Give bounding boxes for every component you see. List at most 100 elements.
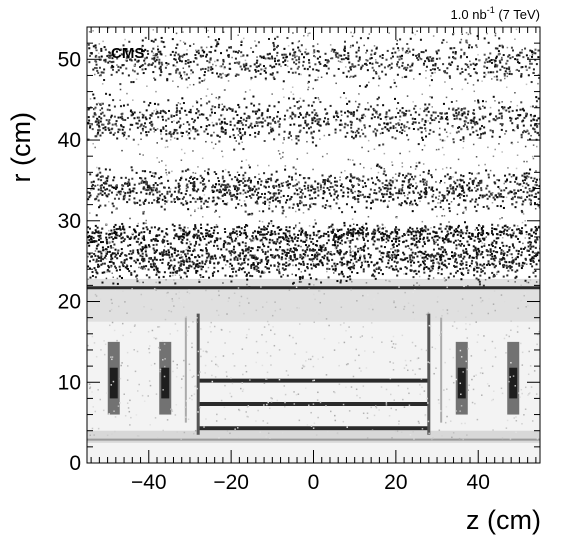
hit-speck xyxy=(176,114,178,116)
hit-speck xyxy=(363,246,365,248)
hit-speck xyxy=(202,276,204,278)
hit-speck xyxy=(265,257,267,259)
hit-speck xyxy=(429,129,431,131)
hit-speck xyxy=(379,113,381,115)
hit-speck xyxy=(120,177,122,179)
hit-speck xyxy=(528,254,530,256)
hit-speck xyxy=(526,231,528,233)
hit-speck xyxy=(371,261,373,263)
hit-speck xyxy=(440,180,442,182)
hit-speck xyxy=(264,228,266,230)
hit-speck xyxy=(344,41,346,43)
hit-speck xyxy=(176,138,178,140)
hit-speck xyxy=(495,251,497,253)
hit-speck xyxy=(506,226,508,228)
hit-speck xyxy=(251,127,253,129)
hit-speck xyxy=(534,115,536,117)
hit-speck xyxy=(410,173,412,175)
hit-speck xyxy=(237,203,239,205)
hit-speck xyxy=(288,176,290,178)
hit-speck xyxy=(293,166,295,168)
hit-speck xyxy=(208,255,210,257)
hit-speck xyxy=(371,177,373,179)
hit-speck xyxy=(396,245,398,247)
hit-speck xyxy=(247,68,249,70)
hit-speck xyxy=(491,224,493,226)
hit-speck xyxy=(375,133,377,135)
hit-speck xyxy=(372,67,374,69)
hit-speck xyxy=(315,97,317,99)
hit-speck xyxy=(278,126,280,128)
hit-speck xyxy=(487,250,489,252)
hit-speck xyxy=(333,51,335,53)
hit-speck xyxy=(418,162,420,164)
hit-speck xyxy=(260,180,262,182)
hit-speck xyxy=(218,183,220,185)
hit-speck xyxy=(282,212,284,214)
hit-speck xyxy=(285,54,287,56)
hit-speck xyxy=(527,57,529,59)
hit-speck xyxy=(236,226,238,228)
hit-speck xyxy=(151,187,153,189)
hit-speck xyxy=(200,224,202,226)
hit-speck xyxy=(114,266,116,268)
hit-speck xyxy=(508,111,510,113)
hit-speck xyxy=(305,251,307,253)
hit-speck xyxy=(241,227,243,229)
hit-speck xyxy=(113,226,115,228)
hit-speck xyxy=(339,252,341,254)
hit-speck xyxy=(245,205,247,207)
hit-speck xyxy=(343,54,345,56)
hit-speck xyxy=(92,259,94,261)
hit-speck xyxy=(431,114,433,116)
hit-speck xyxy=(460,56,462,58)
hit-speck xyxy=(385,174,387,176)
hit-speck xyxy=(450,241,452,243)
hit-speck xyxy=(465,207,467,209)
hit-speck xyxy=(488,191,490,193)
hit-speck xyxy=(336,196,338,198)
hit-speck xyxy=(179,72,181,74)
hit-speck xyxy=(260,234,262,236)
hit-speck xyxy=(267,124,269,126)
hit-speck xyxy=(214,255,216,257)
hit-speck xyxy=(133,117,135,119)
hit-speck xyxy=(511,269,513,271)
hit-speck xyxy=(220,191,222,193)
hit-speck xyxy=(295,274,297,276)
hit-speck xyxy=(452,51,454,53)
hit-speck xyxy=(156,259,158,261)
hit-speck xyxy=(481,246,483,248)
hit-speck xyxy=(402,129,404,131)
hit-speck xyxy=(91,241,93,243)
hit-speck xyxy=(188,132,190,134)
hit-speck xyxy=(516,59,518,61)
hit-speck xyxy=(288,207,290,209)
hit-speck xyxy=(153,199,155,201)
hit-speck xyxy=(472,183,474,185)
hit-speck xyxy=(257,263,259,265)
hit-speck xyxy=(237,122,239,124)
hit-speck xyxy=(275,185,277,187)
hit-speck xyxy=(490,129,492,131)
hit-speck xyxy=(174,54,176,56)
hit-speck xyxy=(329,186,331,188)
hit-speck xyxy=(458,131,460,133)
hit-speck xyxy=(402,107,404,109)
hit-speck xyxy=(348,267,350,269)
hit-speck xyxy=(112,99,114,101)
hit-speck xyxy=(158,234,160,236)
hit-speck xyxy=(263,226,265,228)
hit-speck xyxy=(242,55,244,57)
hit-speck xyxy=(127,117,129,119)
hit-speck xyxy=(459,41,461,43)
hit-speck xyxy=(276,249,278,251)
hit-speck xyxy=(88,196,90,198)
hit-speck xyxy=(466,195,468,197)
hit-speck xyxy=(322,181,324,183)
hit-speck xyxy=(224,121,226,123)
hit-speck xyxy=(163,41,165,43)
hit-speck xyxy=(404,177,406,179)
hit-speck xyxy=(365,108,367,110)
